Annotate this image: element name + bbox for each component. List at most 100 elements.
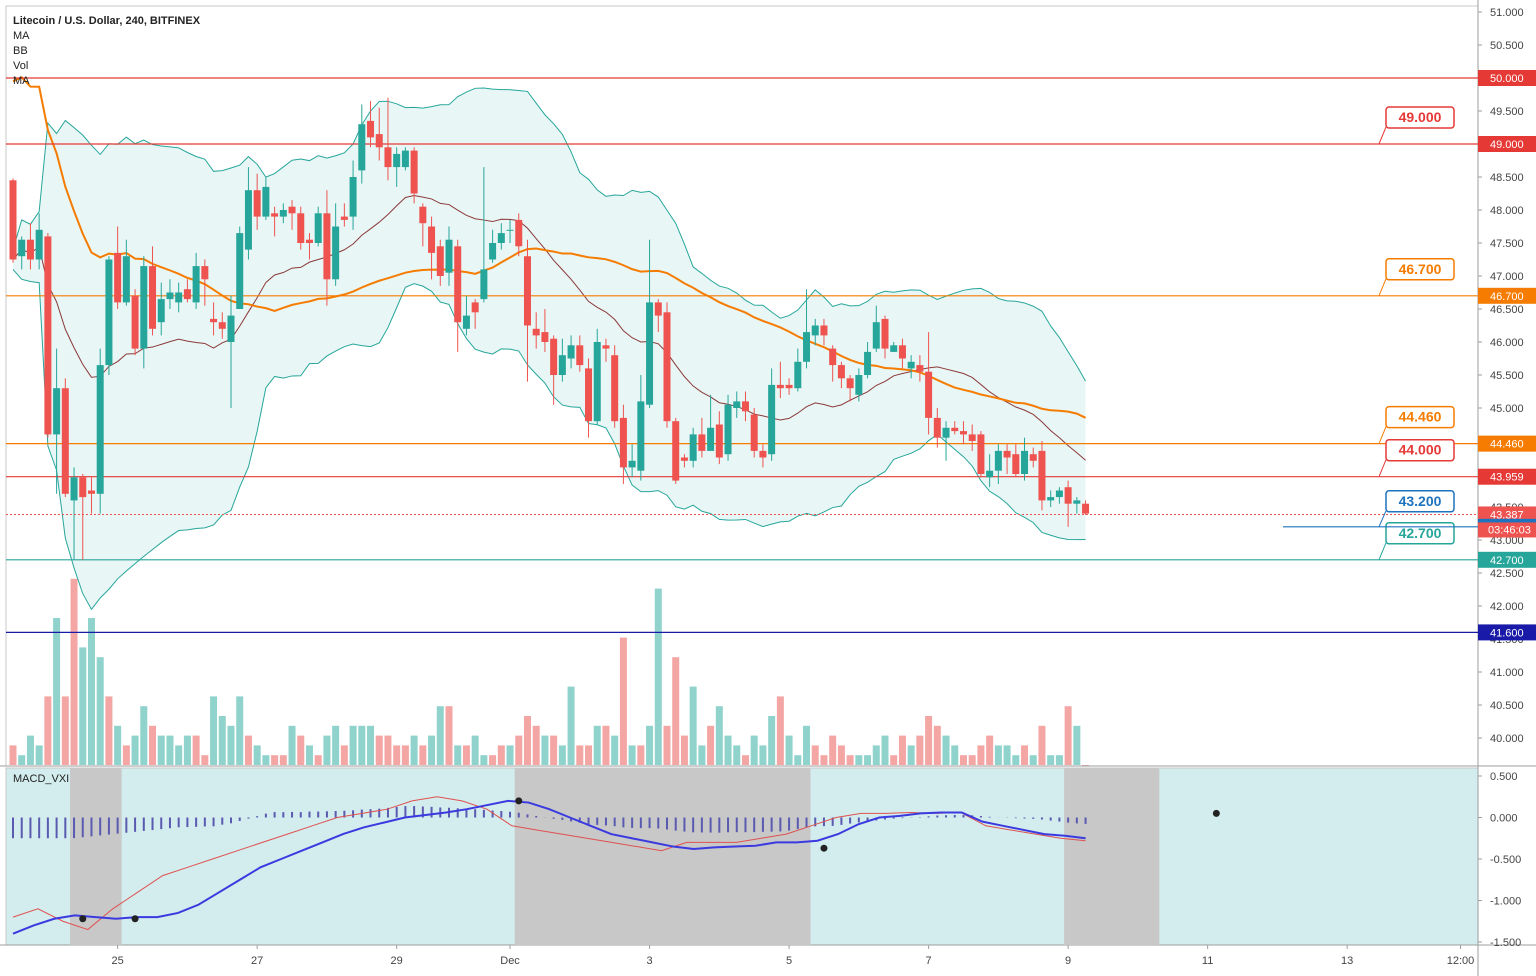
candle-body[interactable] [776,384,784,389]
candle-body[interactable] [785,384,793,389]
candle-body[interactable] [218,322,226,329]
candle-body[interactable] [279,210,287,217]
candle-body[interactable] [70,477,78,501]
candle-body[interactable] [149,266,157,329]
candle-body[interactable] [210,318,218,323]
candle-body[interactable] [96,365,104,494]
candle-body[interactable] [689,434,697,461]
candle-body[interactable] [87,490,95,494]
candle-body[interactable] [340,216,348,220]
candle-body[interactable] [393,153,401,168]
candle-body[interactable] [157,299,165,323]
candle-body[interactable] [637,401,645,471]
candle-body[interactable] [532,328,540,336]
candle-body[interactable] [419,206,427,224]
candle-body[interactable] [358,124,366,171]
candle-body[interactable] [297,213,305,243]
candle-body[interactable] [698,434,706,451]
candle-body[interactable] [1029,454,1037,461]
candle-body[interactable] [454,246,462,323]
candle-body[interactable] [925,371,933,418]
candle-body[interactable] [724,404,732,455]
candle-body[interactable] [1012,454,1020,474]
callout-box[interactable] [1385,490,1455,513]
candle-body[interactable] [1082,503,1090,514]
candle-body[interactable] [994,450,1002,471]
candle-body[interactable] [349,177,357,217]
candle-body[interactable] [741,401,749,412]
candle-body[interactable] [183,289,191,300]
candle-body[interactable] [759,450,767,458]
candle-body[interactable] [611,355,619,422]
candle-body[interactable] [26,239,34,260]
candle-body[interactable] [410,150,418,194]
candle-body[interactable] [462,315,470,329]
candle-body[interactable] [942,427,950,438]
candle-body[interactable] [1003,450,1011,458]
candle-body[interactable] [175,292,183,303]
candle-body[interactable] [916,365,924,372]
candle-body[interactable] [707,427,715,451]
candle-body[interactable] [61,388,69,494]
candle-body[interactable] [881,318,889,349]
callout-box[interactable] [1385,258,1455,281]
candle-body[interactable] [480,269,488,300]
callout-box[interactable] [1385,106,1455,129]
candle-body[interactable] [811,325,819,336]
candle-body[interactable] [933,417,941,438]
candle-body[interactable] [864,351,872,375]
candle-body[interactable] [654,302,662,316]
candle-body[interactable] [907,361,915,369]
candle-body[interactable] [253,190,261,217]
candle-body[interactable] [489,243,497,260]
indicator-bb[interactable]: BB [13,45,28,57]
indicator-ma-2[interactable]: MA [13,75,30,87]
candle-body[interactable] [9,180,17,260]
candle-body[interactable] [105,259,113,366]
candle-body[interactable] [1047,497,1055,501]
candle-body[interactable] [619,417,627,468]
candle-body[interactable] [79,477,87,498]
indicator-vol[interactable]: Vol [13,60,29,72]
candle-body[interactable] [977,434,985,474]
candle-body[interactable] [829,348,837,366]
candle-body[interactable] [131,295,139,349]
candle-body[interactable] [445,239,453,273]
candle-body[interactable] [567,345,575,359]
candle-body[interactable] [585,368,593,422]
candle-body[interactable] [18,239,26,257]
candle-body[interactable] [44,236,52,435]
candle-body[interactable] [515,219,523,247]
candle-body[interactable] [855,375,863,395]
candle-body[interactable] [768,384,776,455]
candle-body[interactable] [323,213,331,280]
candle-body[interactable] [192,266,200,303]
indicator-ma[interactable]: MA [13,30,30,42]
candle-body[interactable] [375,134,383,148]
macd-indicator-label[interactable]: MACD_VXI [13,773,70,785]
candle-body[interactable] [541,332,549,342]
candle-body[interactable] [890,345,898,352]
candle-body[interactable] [558,355,566,375]
candle-body[interactable] [550,338,558,375]
candle-body[interactable] [314,213,322,243]
candle-body[interactable] [271,213,279,217]
candle-body[interactable] [436,246,444,276]
candle-body[interactable] [986,470,994,478]
candle-body[interactable] [750,414,758,451]
candle-body[interactable] [959,431,967,435]
candle-body[interactable] [646,302,654,405]
callout-box[interactable] [1385,405,1455,429]
candle-body[interactable] [593,342,601,422]
candle-body[interactable] [332,226,340,280]
candle-body[interactable] [288,206,296,214]
candle-body[interactable] [114,252,122,303]
candle-body[interactable] [1055,490,1063,498]
candle-body[interactable] [628,460,636,468]
candle-body[interactable] [951,427,959,432]
candle-body[interactable] [672,421,680,481]
candle-body[interactable] [201,266,209,280]
candle-body[interactable] [1021,450,1029,474]
candle-body[interactable] [820,325,828,336]
